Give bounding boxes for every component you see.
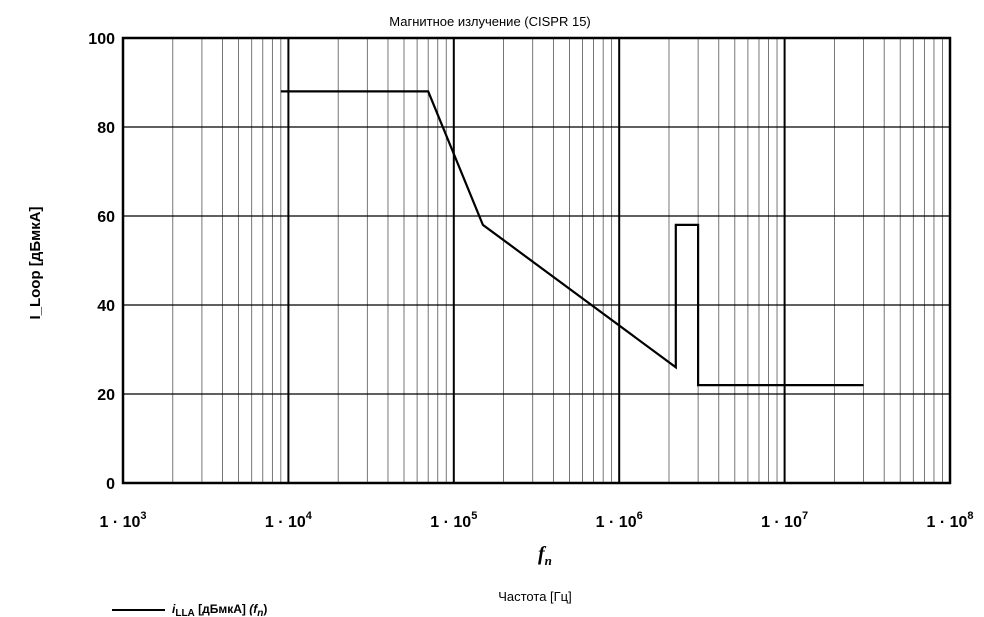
x-axis-symbol: fn (538, 543, 552, 568)
legend-close: ) (263, 602, 267, 616)
y-tick-label: 100 (88, 31, 115, 48)
x-axis-label: Частота [Гц] (498, 589, 572, 604)
legend-symbol: i (172, 602, 176, 616)
y-tick-label: 80 (97, 120, 115, 137)
legend-symbol-sub: LLA (175, 608, 194, 617)
chart-title: Магнитное излучение (CISPR 15) (389, 14, 591, 29)
grid-major-lines (123, 38, 950, 483)
x-tick-base: 1 · 10 (761, 514, 802, 531)
x-tick-label: 1 · 105 (430, 510, 477, 531)
grid-minor-lines (172, 38, 943, 483)
plot-frame (121, 36, 952, 485)
x-tick-base: 1 · 10 (926, 514, 967, 531)
x-tick-exponent: 6 (637, 510, 643, 522)
legend-arg-sub: n (257, 608, 263, 617)
series-line (280, 90, 864, 387)
x-tick-label: 1 · 103 (99, 510, 146, 531)
legend-label: iLLA [дБмкА] (fn) (172, 602, 267, 617)
x-tick-exponent: 4 (306, 510, 313, 522)
y-tick-label: 60 (97, 209, 115, 226)
legend-unit: [дБмкА] (195, 602, 249, 616)
y-tick-label: 0 (106, 476, 115, 493)
x-tick-labels: 1 · 103 1 · 104 1 · 105 1 · 106 1 · 107 1 · 1… (99, 510, 973, 531)
y-tick-label: 20 (97, 387, 115, 404)
y-tick-labels: 0 20 40 60 80 100 (88, 31, 115, 493)
y-tick-label: 40 (97, 298, 115, 315)
x-tick-label: 1 · 107 (761, 510, 808, 531)
x-tick-exponent: 7 (802, 510, 808, 522)
x-tick-base: 1 · 10 (596, 514, 637, 531)
legend-arg: (f (249, 602, 258, 616)
x-tick-exponent: 3 (140, 510, 146, 522)
x-tick-base: 1 · 10 (430, 514, 471, 531)
y-axis-label: I_Loop [дБмкА] (27, 206, 44, 319)
x-axis-symbol-main: f (538, 543, 547, 565)
x-axis-symbol-sub: n (545, 553, 552, 568)
x-tick-base: 1 · 10 (265, 514, 306, 531)
series-layer (280, 90, 864, 387)
x-tick-label: 1 · 106 (596, 510, 643, 531)
x-tick-label: 1 · 104 (265, 510, 313, 531)
x-tick-exponent: 8 (967, 510, 973, 522)
x-tick-exponent: 5 (471, 510, 477, 522)
x-tick-base: 1 · 10 (99, 514, 140, 531)
x-tick-label: 1 · 108 (926, 510, 973, 531)
